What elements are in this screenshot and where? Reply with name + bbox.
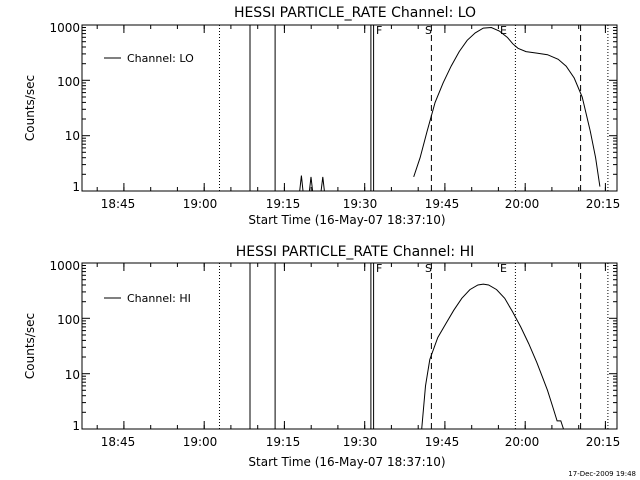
- chart-panel-hi: HESSI PARTICLE_RATE Channel: HI F S E Ch…: [23, 244, 620, 469]
- x-axis-label-hi: Start Time (16-May-07 18:37:10): [248, 455, 445, 469]
- plot-frame-hi: [81, 262, 618, 430]
- x-tick-label: 19:30: [343, 197, 378, 211]
- chart-title-lo: HESSI PARTICLE_RATE Channel: LO: [234, 5, 476, 21]
- x-tick-label: 19:45: [425, 435, 460, 449]
- x-tick-label: 18:45: [101, 435, 136, 449]
- timestamp: 17-Dec-2009 19:48: [568, 470, 636, 478]
- x-tick-label: 19:15: [266, 435, 301, 449]
- y-tick-label: 100: [57, 313, 80, 327]
- y-axis-label-lo: Counts/sec: [23, 75, 37, 141]
- series-line-spike-2: [308, 176, 314, 192]
- vertical-lines-hi: [219, 263, 609, 429]
- marker-s-lo: S: [425, 24, 432, 37]
- y-tick-label: 1: [72, 419, 80, 433]
- x-tick-label: 20:15: [586, 435, 621, 449]
- x-tick-label: 18:45: [101, 197, 136, 211]
- series-line-channel-lo: [413, 26, 601, 187]
- x-tick-label: 20:15: [586, 197, 621, 211]
- y-ticks-lo: [82, 24, 617, 192]
- legend-label-hi: Channel: HI: [127, 292, 191, 305]
- x-tick-label: 19:45: [425, 197, 460, 211]
- series-line-channel-hi: [421, 283, 564, 430]
- marker-f-hi: F: [376, 262, 382, 275]
- y-tick-label: 1000: [49, 21, 80, 35]
- marker-e-hi: E: [500, 262, 507, 275]
- y-tick-label: 100: [57, 75, 80, 89]
- x-tick-label: 19:00: [183, 197, 218, 211]
- y-tick-label: 10: [65, 368, 80, 382]
- vertical-lines-lo: [219, 25, 609, 191]
- x-ticks-lo: [96, 25, 606, 191]
- series-line-spike-3: [320, 176, 325, 192]
- x-tick-label: 19:30: [343, 435, 378, 449]
- x-tick-label: 20:00: [505, 435, 540, 449]
- series-line-spike-1: [299, 175, 304, 192]
- chart-panel-lo: HESSI PARTICLE_RATE Channel: LO F S E Ch…: [23, 5, 620, 227]
- series-lines-hi: [421, 283, 564, 430]
- x-ticks-hi: [96, 263, 606, 429]
- marker-f-lo: F: [376, 24, 382, 37]
- y-ticks-hi: [82, 262, 617, 430]
- x-tick-label: 19:15: [266, 197, 301, 211]
- y-tick-label: 10: [65, 129, 80, 143]
- y-tick-label: 1000: [49, 259, 80, 273]
- plot-frame-lo: [81, 24, 618, 192]
- marker-e-lo: E: [500, 24, 507, 37]
- x-tick-label: 20:00: [505, 197, 540, 211]
- y-tick-label: 1: [72, 180, 80, 194]
- series-lines-lo: [299, 26, 601, 192]
- legend-label-lo: Channel: LO: [127, 52, 194, 65]
- chart-title-hi: HESSI PARTICLE_RATE Channel: HI: [236, 244, 474, 260]
- x-axis-label-lo: Start Time (16-May-07 18:37:10): [248, 213, 445, 227]
- marker-s-hi: S: [425, 262, 432, 275]
- y-axis-label-hi: Counts/sec: [23, 313, 37, 379]
- x-tick-label: 19:00: [183, 435, 218, 449]
